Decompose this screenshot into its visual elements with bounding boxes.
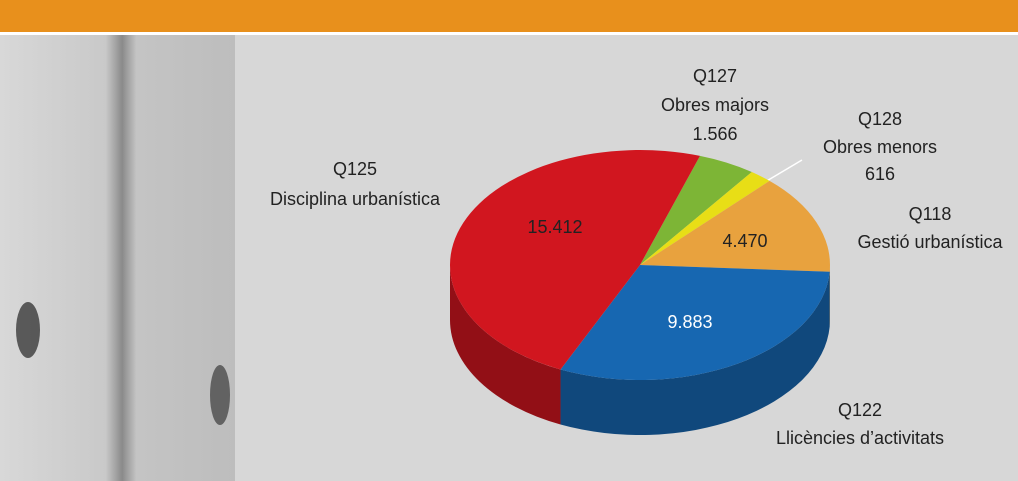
- slice-code: Q127: [693, 66, 737, 86]
- slice-name: Gestió urbanística: [857, 232, 1003, 252]
- value-label: 9.883: [667, 312, 712, 332]
- side-photo: [0, 35, 235, 481]
- slice-code: Q122: [838, 400, 882, 420]
- slice-name: Obres menors: [823, 137, 937, 157]
- slice-side: [450, 265, 561, 425]
- slice-name: Obres majors: [661, 95, 769, 115]
- value-label: 4.470: [722, 231, 767, 251]
- header-bar: [0, 0, 1018, 32]
- slice-name: Llicències d’activitats: [776, 428, 944, 448]
- slice: [640, 180, 830, 272]
- value-label: 15.412: [527, 217, 582, 237]
- leader-line: [764, 159, 803, 183]
- slice-code: Q125: [333, 159, 377, 179]
- slice: [560, 265, 830, 381]
- slice-code: Q118: [909, 204, 952, 224]
- slice-name: Disciplina urbanística: [270, 189, 441, 209]
- slice: [640, 172, 770, 265]
- value-label: 1.566: [692, 124, 737, 144]
- photo-detail: [16, 302, 40, 358]
- slice: [449, 149, 700, 370]
- slice-side: [560, 271, 830, 435]
- slice-code: Q128: [858, 109, 902, 129]
- value-label: 616: [865, 164, 895, 184]
- photo-detail: [210, 365, 230, 425]
- slice: [640, 155, 752, 265]
